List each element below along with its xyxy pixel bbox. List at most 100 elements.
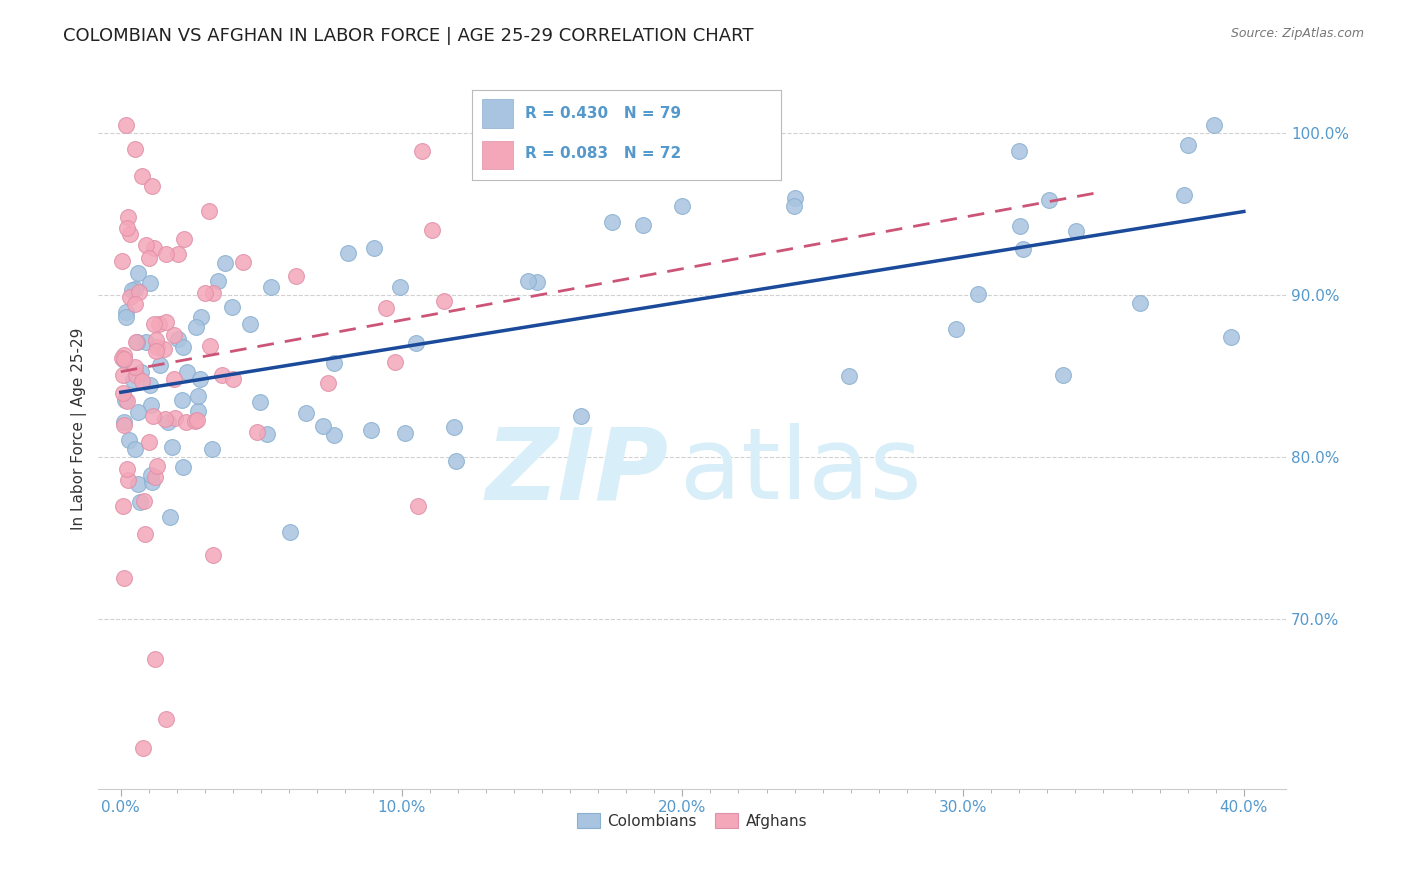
Point — [146, 340, 169, 354]
Point — [1220, 330, 1243, 344]
Point — [142, 241, 165, 255]
Point — [211, 368, 233, 382]
Point — [323, 428, 346, 442]
Point — [838, 369, 860, 384]
Point — [132, 741, 155, 756]
Point — [360, 423, 382, 437]
Point — [112, 352, 135, 367]
Point — [394, 425, 416, 440]
Point — [1064, 225, 1087, 239]
Point — [115, 305, 138, 319]
Point — [190, 310, 212, 324]
Point — [152, 343, 174, 357]
Point — [1177, 137, 1199, 152]
Point — [125, 334, 148, 349]
Point — [141, 398, 163, 412]
Point — [148, 318, 170, 332]
Point — [406, 499, 429, 513]
Point — [155, 246, 177, 260]
Point — [124, 359, 146, 374]
Point — [112, 416, 135, 430]
Point — [118, 227, 141, 242]
Point — [363, 241, 385, 255]
Point — [337, 246, 360, 260]
Point — [115, 462, 138, 476]
Point — [141, 475, 163, 490]
Point — [214, 256, 236, 270]
Point — [117, 473, 139, 487]
Point — [1129, 295, 1152, 310]
Point — [384, 355, 406, 369]
Point — [112, 499, 135, 513]
Point — [405, 336, 427, 351]
Text: Source: ZipAtlas.com: Source: ZipAtlas.com — [1230, 27, 1364, 40]
Point — [420, 223, 443, 237]
Point — [124, 368, 146, 383]
Point — [945, 321, 967, 335]
Point — [135, 334, 157, 349]
Point — [167, 332, 190, 346]
Point — [222, 372, 245, 386]
Point — [411, 144, 433, 158]
Point — [170, 393, 193, 408]
Point — [1012, 242, 1035, 256]
Point — [198, 204, 221, 219]
Point — [145, 333, 167, 347]
Point — [294, 407, 316, 421]
Point — [129, 365, 152, 379]
Point — [312, 418, 335, 433]
Point — [160, 440, 183, 454]
Point — [1008, 144, 1031, 158]
Point — [139, 378, 162, 392]
Point — [121, 283, 143, 297]
Text: ZIP: ZIP — [485, 423, 668, 520]
Point — [186, 320, 208, 334]
Point — [135, 238, 157, 252]
Point — [114, 393, 136, 408]
Point — [124, 143, 146, 157]
Text: COLOMBIAN VS AFGHAN IN LABOR FORCE | AGE 25-29 CORRELATION CHART: COLOMBIAN VS AFGHAN IN LABOR FORCE | AGE… — [63, 27, 754, 45]
Point — [131, 374, 153, 388]
Point — [159, 510, 181, 524]
Point — [188, 372, 211, 386]
Point — [163, 372, 186, 386]
Point — [239, 317, 262, 331]
Point — [112, 571, 135, 585]
Point — [167, 247, 190, 261]
Point — [375, 301, 398, 315]
Point — [132, 493, 155, 508]
Point — [149, 359, 172, 373]
Point — [278, 524, 301, 539]
Point — [194, 286, 217, 301]
Point — [155, 315, 177, 329]
Point — [131, 169, 153, 184]
Point — [201, 442, 224, 456]
Point — [139, 276, 162, 290]
Point — [143, 652, 166, 666]
Point — [118, 433, 141, 447]
Point — [112, 348, 135, 362]
Point — [145, 344, 167, 359]
Point — [127, 405, 149, 419]
Point — [146, 458, 169, 473]
Point — [120, 290, 142, 304]
Point — [221, 301, 243, 315]
Point — [138, 435, 160, 450]
Point — [184, 414, 207, 428]
Point — [111, 351, 134, 365]
Point — [443, 419, 465, 434]
Point — [186, 413, 208, 427]
Point — [172, 340, 194, 354]
Point — [966, 286, 988, 301]
Point — [187, 403, 209, 417]
Point — [1052, 368, 1074, 383]
Point — [172, 460, 194, 475]
Point — [631, 219, 654, 233]
Point — [124, 297, 146, 311]
Point — [134, 526, 156, 541]
Point — [111, 385, 134, 400]
Point — [174, 416, 197, 430]
Point — [128, 494, 150, 508]
Point — [1202, 118, 1225, 132]
Point — [112, 353, 135, 368]
